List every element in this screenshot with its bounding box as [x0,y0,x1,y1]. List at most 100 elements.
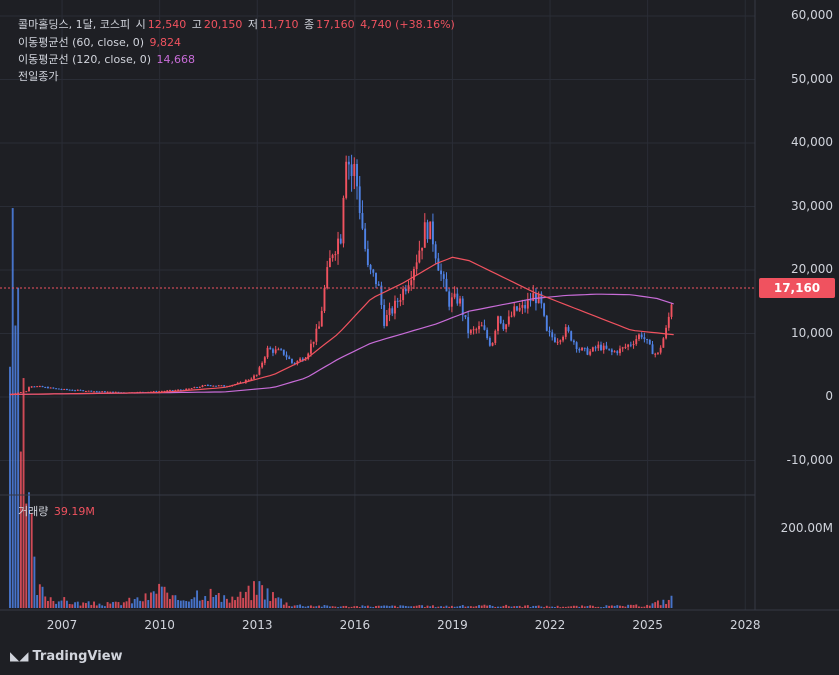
candle-body [559,340,562,342]
volume-bar [247,585,250,608]
candle-body [570,331,573,341]
x-tick-label: 2019 [437,618,468,632]
candle-body [456,293,459,304]
candle-body [220,385,223,387]
volume-bar [296,605,299,608]
ma60-legend[interactable]: 이동평균선 (60, close, 0) 9,824 [18,35,183,51]
candle-body [350,164,353,176]
candle-body [567,327,570,332]
volume-bar [38,584,41,608]
volume-bar [84,603,87,608]
candle-body [93,391,95,393]
candle-body [434,244,437,259]
volume-bar [106,602,109,608]
volume-bar [345,605,348,608]
volume-bar [513,606,516,608]
candle-body [169,390,171,392]
ma120-value: 14,668 [156,53,196,66]
volume-bar [239,591,242,608]
candle-body [491,342,494,346]
volume-bar [353,606,356,608]
candle-body [516,306,518,311]
volume-bar [613,605,616,608]
volume-bar [564,606,567,608]
candle-body [486,329,489,338]
volume-bar [225,598,228,608]
prev-close-legend[interactable]: 전일종가 [18,69,60,85]
volume-bar [309,605,312,608]
candle-body [572,340,575,343]
volume-bar [456,606,459,608]
tradingview-logo[interactable]: ◣◢ TradingView [10,649,123,664]
candle-body [662,338,665,348]
candle-body [526,299,529,309]
candle-body [296,360,299,364]
volume-bar [440,606,443,608]
candle-body [74,390,77,392]
symbol-label[interactable]: 콜마홀딩스, 1달, 코스피 [18,18,131,31]
candle-body [215,385,217,387]
candle-body [513,306,516,316]
candle-body [553,337,556,343]
candle-body [418,250,421,263]
candle-body [361,213,364,229]
candle-body [589,351,592,355]
y-tick-label: 20,000 [791,262,833,276]
volume-bar [494,606,497,608]
volume-bar [516,606,518,608]
candle-body [364,228,367,249]
volume-bar [236,596,239,608]
volume-bar [347,607,350,609]
volume-bar [147,600,150,608]
volume-legend[interactable]: 거래량 39.19M [18,504,97,520]
volume-bar [299,604,302,608]
candle-body [106,391,109,393]
candle-body [469,330,472,334]
candle-body [410,280,413,286]
candle-body [171,390,174,392]
volume-bar [82,602,85,608]
candle-body [17,392,20,394]
volume-bar [410,606,413,608]
volume-bar [534,605,537,608]
candle-body [478,326,480,330]
candle-body [616,351,619,354]
volume-bar [272,592,274,608]
candle-body [450,297,453,307]
volume-bar [597,606,600,608]
candle-body [629,344,632,346]
volume-bar [361,605,364,608]
ma120-legend[interactable]: 이동평균선 (120, close, 0) 14,668 [18,52,197,68]
candle-body [277,349,280,351]
volume-bar [30,513,33,608]
candle-body [84,391,87,393]
candle-body [209,385,212,387]
candle-body [250,378,253,380]
volume-label: 거래량 [18,505,49,518]
candle-body [198,387,201,389]
volume-bar [578,606,581,608]
candle-body [212,385,215,387]
volume-bar [510,606,513,608]
candle-body [480,325,483,327]
volume-bar [166,592,169,608]
candle-body [63,389,66,391]
candle-body [581,347,583,351]
candle-body [217,385,220,387]
volume-bar [524,605,527,608]
candle-body [320,310,323,327]
volume-bar [448,606,451,608]
volume-bar [464,606,467,608]
volume-bar [65,600,68,608]
candle-body [529,299,532,302]
candle-body [583,347,586,349]
volume-bar [47,600,49,608]
candle-body [556,341,559,343]
volume-bar [174,595,177,608]
volume-bar [556,605,559,608]
candle-body [440,270,443,275]
candle-body [385,315,388,326]
candle-body [624,346,627,348]
candle-body [638,334,640,340]
